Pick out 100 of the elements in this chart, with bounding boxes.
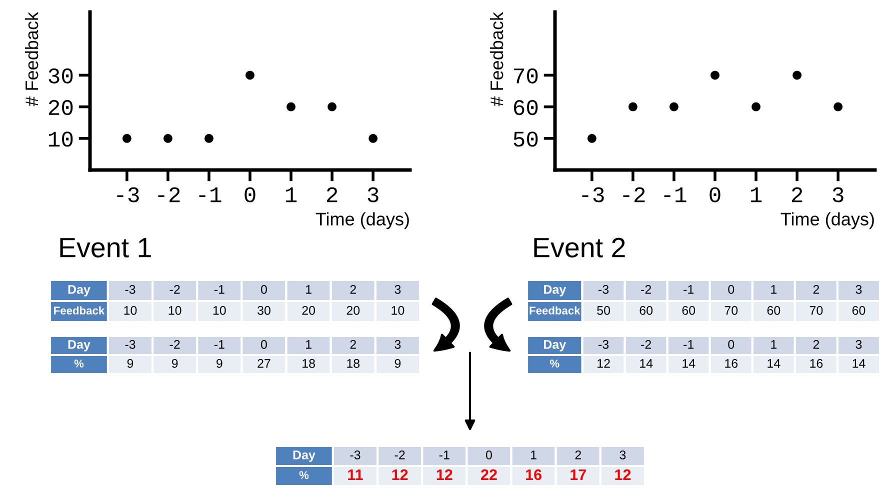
x-axis-title: Day [68,285,90,296]
x-tick-label: 0 [244,187,256,202]
x-tick-label: -3 [350,450,360,460]
x-tick-label: 0 [486,450,492,460]
y-tick-label: % [74,360,84,368]
data-label: 12 [392,469,408,480]
data-label: 14 [682,359,696,368]
x-tick-label: 0 [260,340,267,349]
y-axis-title: # Feedback [490,12,504,106]
data-label: 10 [168,306,182,315]
data-label: 18 [347,359,360,368]
point [328,102,337,112]
data-label: 20 [302,306,316,315]
data-label: 60 [682,306,696,315]
point [204,134,214,143]
x-tick-label: -2 [641,285,652,294]
x-axis-title: Day [544,285,566,296]
x-tick-label: 2 [350,340,356,349]
x-tick-label: 3 [368,187,378,202]
x-tick-label: -2 [641,340,652,349]
data-label: 70 [724,306,738,315]
x-tick-label: -2 [623,187,645,202]
point [752,102,761,112]
x-tick-label: -3 [598,285,609,294]
data-label: 18 [302,359,315,368]
data-label: 50 [597,306,610,315]
data-label: 60 [767,306,780,315]
x-tick-label: -3 [125,285,136,294]
x-tick-label: 1 [306,340,312,349]
data-label: 16 [725,359,738,368]
data-label: 16 [810,359,823,368]
data-label: 17 [570,469,586,480]
data-label: 30 [258,306,270,315]
y-axis-title: # Feedback [24,12,38,106]
y-tick-label: % [299,471,309,479]
x-tick-label: -3 [582,187,604,202]
point [246,70,254,80]
x-tick-label: -1 [664,187,686,202]
x-tick-label: -1 [439,450,450,460]
x-axis-title: Time (days) [316,212,409,230]
x-tick-label: -1 [214,285,224,294]
y-tick-label: 30 [48,68,73,84]
x-tick-label: -2 [170,340,180,349]
point [163,134,172,143]
data-label: 9 [216,359,222,368]
data-label: 20 [346,306,360,315]
data-label: 14 [768,359,780,368]
x-tick-label: 1 [306,285,312,294]
point [669,102,678,112]
data-label: 14 [852,359,866,368]
data-label: 27 [258,359,270,368]
data-label: 9 [394,359,401,368]
x-axis-title: Time (days) [780,212,874,230]
data-label: 12 [615,469,631,480]
point [122,134,132,143]
y-tick-label: 60 [514,100,538,116]
data-label: 60 [640,306,653,315]
x-tick-label: 1 [750,187,762,202]
point [286,102,296,112]
point [792,70,802,80]
data-label: 16 [526,469,542,480]
x-axis-title: Day [293,450,316,462]
data-label: 60 [852,306,866,315]
chart-title: Event 2 [534,238,625,258]
y-tick-label: % [550,360,560,368]
data-label: 10 [392,306,404,315]
x-tick-label: 2 [813,340,820,349]
x-tick-label: -3 [125,340,136,349]
y-tick-label: Feedback [54,306,105,314]
y-tick-label: 10 [48,132,73,147]
x-tick-label: 0 [728,285,734,294]
x-tick-label: 0 [260,285,267,294]
x-tick-label: -3 [598,340,609,349]
x-tick-label: 3 [620,450,626,460]
data-label: 10 [124,306,137,315]
x-tick-label: 2 [792,187,802,202]
x-tick-label: 0 [728,340,734,349]
x-tick-label: 3 [394,340,401,349]
x-axis-title: Day [544,340,566,352]
x-tick-label: 3 [856,285,862,294]
y-tick-label: 70 [514,68,538,84]
data-label: 9 [127,359,134,368]
data-label: 12 [598,359,610,368]
data-label: 11 [348,469,363,480]
x-tick-label: -1 [684,340,694,349]
point [710,70,720,80]
x-tick-label: 1 [771,285,777,294]
chart-title: Event 1 [60,238,151,258]
x-tick-label: -3 [117,187,139,202]
data-label: 10 [213,306,226,315]
y-tick-label: Feedback [530,306,580,314]
data-label: 14 [640,359,653,368]
x-tick-label: 1 [531,450,536,460]
x-tick-label: 2 [575,450,581,460]
x-tick-label: -1 [214,340,224,349]
data-label: 12 [436,469,452,480]
x-tick-label: -2 [170,285,180,294]
point [587,134,596,143]
y-tick-label: 20 [48,100,73,116]
x-tick-label: 2 [350,285,356,294]
